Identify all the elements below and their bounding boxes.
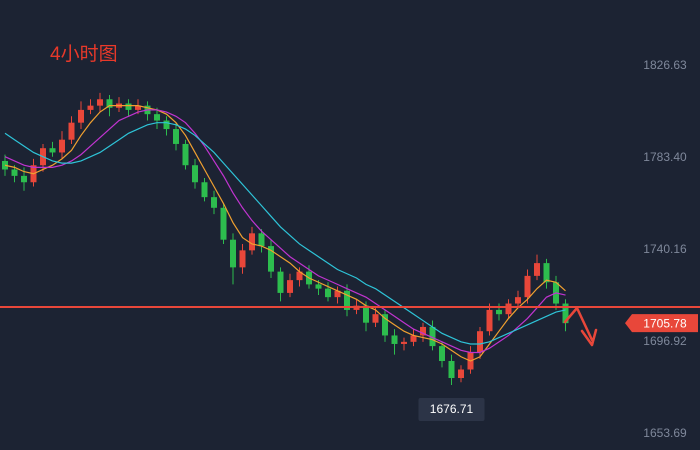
chart-title: 4小时图 (50, 43, 118, 65)
candle-body (163, 120, 170, 130)
candle-body (59, 139, 65, 153)
candle-body (486, 309, 493, 332)
candle-body (211, 197, 217, 208)
candle-body (401, 341, 407, 344)
price-tag-label: 1705.78 (643, 316, 687, 330)
low-label: 1676.71 (430, 402, 474, 416)
candle-body (182, 143, 189, 166)
candle-body (505, 303, 512, 315)
candle-body (325, 288, 331, 298)
candle-body (21, 175, 27, 183)
candle-body (515, 297, 521, 304)
candle-body (439, 346, 445, 361)
candle-body (192, 165, 198, 183)
moving-average (4, 105, 566, 362)
candle-body (287, 280, 293, 293)
candle-body (372, 314, 379, 323)
candle-body (268, 246, 274, 272)
candle-body (277, 271, 284, 293)
y-tick-label: 1696.92 (643, 334, 687, 348)
candle-body (173, 129, 179, 144)
candle-body (363, 305, 369, 323)
candle-body (11, 169, 18, 176)
candle-body (249, 233, 255, 251)
candle-body (534, 263, 540, 276)
candle-body (477, 331, 483, 353)
candle-body (135, 105, 141, 110)
candle-body (97, 99, 103, 106)
candle-body (496, 309, 502, 315)
y-tick-label: 1826.63 (643, 58, 687, 72)
candle-body (230, 239, 236, 268)
candle-body (78, 109, 84, 123)
candle-body (344, 290, 350, 310)
candle-body (410, 335, 417, 342)
moving-average (4, 109, 566, 354)
candle-body (296, 271, 303, 281)
moving-average (4, 122, 566, 345)
y-tick-label: 1783.40 (643, 150, 687, 164)
candle-body (382, 314, 388, 336)
candle-body (201, 182, 208, 198)
candle-body (125, 103, 132, 110)
arrow (563, 306, 598, 347)
candle-body (49, 148, 56, 153)
y-tick-label: 1740.16 (643, 242, 687, 256)
candle-body (220, 207, 227, 240)
candle-body (87, 105, 94, 110)
y-tick-label: 1653.69 (643, 426, 687, 440)
candle-body (543, 263, 550, 283)
candle-body (258, 233, 265, 247)
candle-body (562, 303, 569, 324)
candle-body (106, 99, 113, 108)
candle-body (420, 326, 426, 336)
candle-body (458, 369, 464, 379)
candle-body (68, 122, 75, 140)
candle-body (154, 114, 160, 121)
candle-body (524, 275, 531, 298)
candle-body (239, 250, 246, 268)
candle-body (429, 326, 436, 347)
candle-body (334, 290, 341, 298)
price-tag (625, 314, 698, 333)
low-label-box (418, 398, 485, 421)
candle-body (315, 284, 322, 289)
candle-body (391, 335, 398, 344)
candle-body (448, 360, 455, 379)
